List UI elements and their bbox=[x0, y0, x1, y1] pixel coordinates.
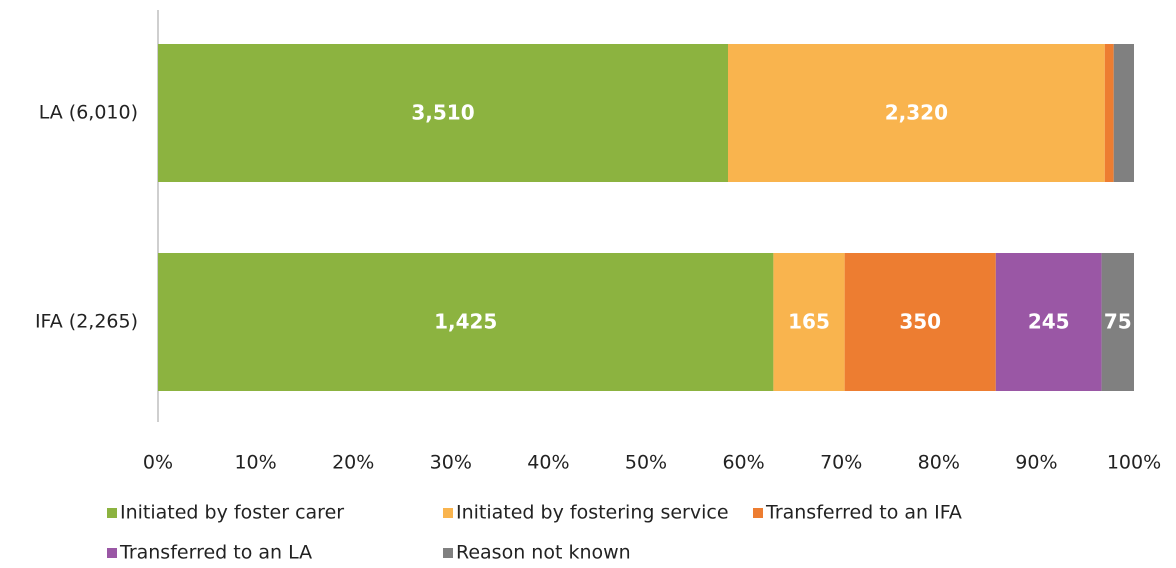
x-tick-label: 30% bbox=[430, 452, 472, 474]
data-label: 165 bbox=[788, 310, 830, 334]
data-label: 350 bbox=[899, 310, 941, 334]
y-tick-label: LA (6,010) bbox=[39, 102, 138, 124]
x-tick-label: 50% bbox=[625, 452, 667, 474]
legend-label: Transferred to an IFA bbox=[765, 502, 962, 524]
legend-swatch bbox=[443, 508, 453, 518]
data-label: 3,510 bbox=[411, 101, 474, 125]
legend-label: Transferred to an LA bbox=[119, 542, 312, 564]
bar-segment bbox=[995, 253, 1102, 391]
data-label: 75 bbox=[1104, 310, 1132, 334]
bar-segment bbox=[1104, 44, 1114, 182]
bar-segment bbox=[158, 253, 774, 391]
data-label: 245 bbox=[1028, 310, 1070, 334]
legend-label: Initiated by fostering service bbox=[456, 502, 729, 524]
bar-segment bbox=[1113, 44, 1134, 182]
bar-segment bbox=[773, 253, 845, 391]
x-tick-label: 20% bbox=[332, 452, 374, 474]
bar-segment bbox=[728, 44, 1105, 182]
legend-swatch bbox=[753, 508, 763, 518]
x-tick-label: 10% bbox=[234, 452, 276, 474]
bar-segment bbox=[844, 253, 996, 391]
x-tick-label: 70% bbox=[820, 452, 862, 474]
x-tick-label: 90% bbox=[1015, 452, 1057, 474]
data-label: 2,320 bbox=[885, 101, 948, 125]
legend-swatch bbox=[107, 508, 117, 518]
x-tick-label: 40% bbox=[527, 452, 569, 474]
x-tick-label: 80% bbox=[918, 452, 960, 474]
data-label: 1,425 bbox=[434, 310, 497, 334]
x-tick-label: 60% bbox=[722, 452, 764, 474]
x-tick-label: 0% bbox=[143, 452, 173, 474]
bar-segment bbox=[1101, 253, 1134, 391]
legend-swatch bbox=[107, 548, 117, 558]
legend-label: Reason not known bbox=[456, 542, 631, 564]
y-tick-label: IFA (2,265) bbox=[35, 311, 138, 333]
legend-label: Initiated by foster carer bbox=[120, 502, 344, 524]
x-tick-label: 100% bbox=[1107, 452, 1161, 474]
legend-swatch bbox=[443, 548, 453, 558]
bar-segment bbox=[158, 44, 729, 182]
